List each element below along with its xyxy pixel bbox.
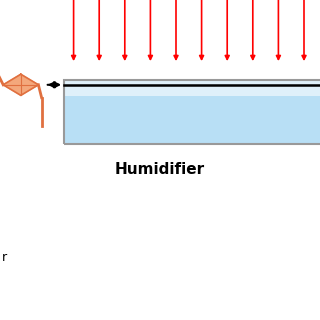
Text: Humidifier: Humidifier xyxy=(115,162,205,177)
Bar xyxy=(64,80,320,96)
Bar xyxy=(64,96,320,144)
Text: r: r xyxy=(2,251,7,264)
Polygon shape xyxy=(3,74,38,95)
Bar xyxy=(64,80,320,144)
